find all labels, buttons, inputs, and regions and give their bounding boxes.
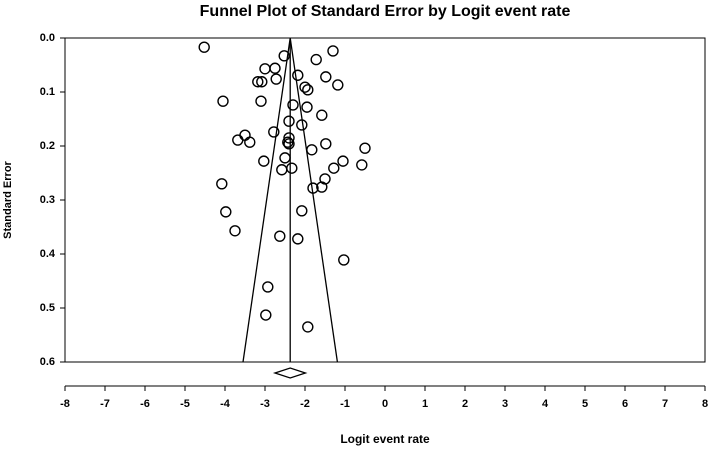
y-tick-label: 0.2 (40, 140, 55, 152)
x-tick-label: -7 (100, 398, 110, 410)
x-tick-label: -4 (220, 398, 231, 410)
study-point (260, 309, 272, 321)
study-point (283, 115, 295, 127)
x-tick-label: 1 (422, 398, 428, 410)
x-tick-label: 5 (582, 398, 588, 410)
study-point (332, 79, 344, 91)
study-point (296, 205, 308, 217)
study-point (198, 41, 210, 53)
study-point (255, 95, 267, 107)
study-point (256, 76, 268, 88)
x-tick-label: -5 (180, 398, 190, 410)
study-point (302, 84, 314, 96)
study-point (316, 109, 328, 121)
study-point (310, 53, 322, 66)
x-axis-label: Logit event rate (340, 432, 430, 446)
study-point (292, 233, 304, 245)
study-point (296, 119, 308, 131)
plot-frame (64, 37, 706, 363)
summary-diamond (272, 367, 308, 379)
study-point (239, 129, 251, 141)
funnel-lower (242, 37, 291, 363)
study-point (292, 69, 304, 81)
study-point (283, 138, 295, 150)
study-point (359, 142, 371, 154)
chart-title: Funnel Plot of Standard Error by Logit e… (200, 3, 571, 20)
y-axis-label: Standard Error (2, 160, 14, 238)
study-point (229, 225, 241, 237)
x-tick-label: 2 (462, 398, 468, 410)
study-point (307, 182, 319, 194)
study-point (306, 144, 318, 156)
y-tick-label: 0.0 (40, 32, 55, 44)
study-point (278, 50, 290, 62)
study-point (258, 155, 270, 167)
y-tick-label: 0.5 (40, 302, 55, 314)
x-tick-label: 3 (502, 398, 508, 410)
study-point (356, 159, 368, 171)
study-point (302, 321, 314, 333)
study-point (274, 230, 286, 242)
study-point (216, 178, 228, 190)
x-tick-label: -2 (300, 398, 310, 410)
y-tick-label: 0.1 (40, 86, 55, 98)
study-point (320, 71, 332, 83)
study-point (259, 63, 271, 75)
x-tick-label: -8 (60, 398, 70, 410)
study-point (279, 152, 291, 164)
study-point (286, 162, 298, 174)
y-tick-label: 0.3 (40, 194, 55, 206)
study-point (287, 99, 299, 111)
study-point (316, 181, 328, 193)
y-tick-label: 0.6 (40, 356, 55, 368)
x-tick-label: 7 (662, 398, 668, 410)
x-tick-label: -1 (340, 398, 350, 410)
x-tick-label: 6 (622, 398, 628, 410)
x-tick-label: -6 (140, 398, 150, 410)
study-point (338, 254, 350, 266)
study-point (320, 138, 332, 150)
x-tick-label: 0 (382, 398, 388, 410)
study-point (276, 164, 288, 176)
study-point (328, 162, 340, 174)
study-point (217, 95, 229, 107)
study-point (283, 132, 295, 144)
study-point (269, 62, 281, 74)
study-point (270, 73, 282, 85)
funnel-upper (289, 37, 339, 363)
study-point (282, 136, 294, 148)
y-tick-label: 0.4 (40, 248, 56, 260)
study-point (262, 281, 274, 293)
study-point (244, 136, 256, 148)
study-point (337, 155, 349, 167)
study-point (299, 81, 311, 93)
x-tick-label: 8 (702, 398, 708, 410)
study-point (232, 134, 244, 146)
x-tick-label: -3 (260, 398, 270, 410)
x-tick-label: 4 (542, 398, 549, 410)
study-point (327, 45, 339, 57)
study-point (252, 76, 264, 88)
study-point (268, 126, 280, 138)
study-point (301, 101, 313, 113)
study-point (220, 206, 232, 218)
